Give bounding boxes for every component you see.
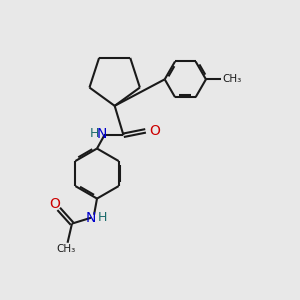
Text: H: H [89,127,99,140]
Text: CH₃: CH₃ [222,74,242,84]
Text: N: N [97,127,107,141]
Text: N: N [86,211,96,225]
Text: H: H [98,211,107,224]
Text: CH₃: CH₃ [56,244,76,254]
Text: O: O [49,197,60,212]
Text: O: O [149,124,160,138]
